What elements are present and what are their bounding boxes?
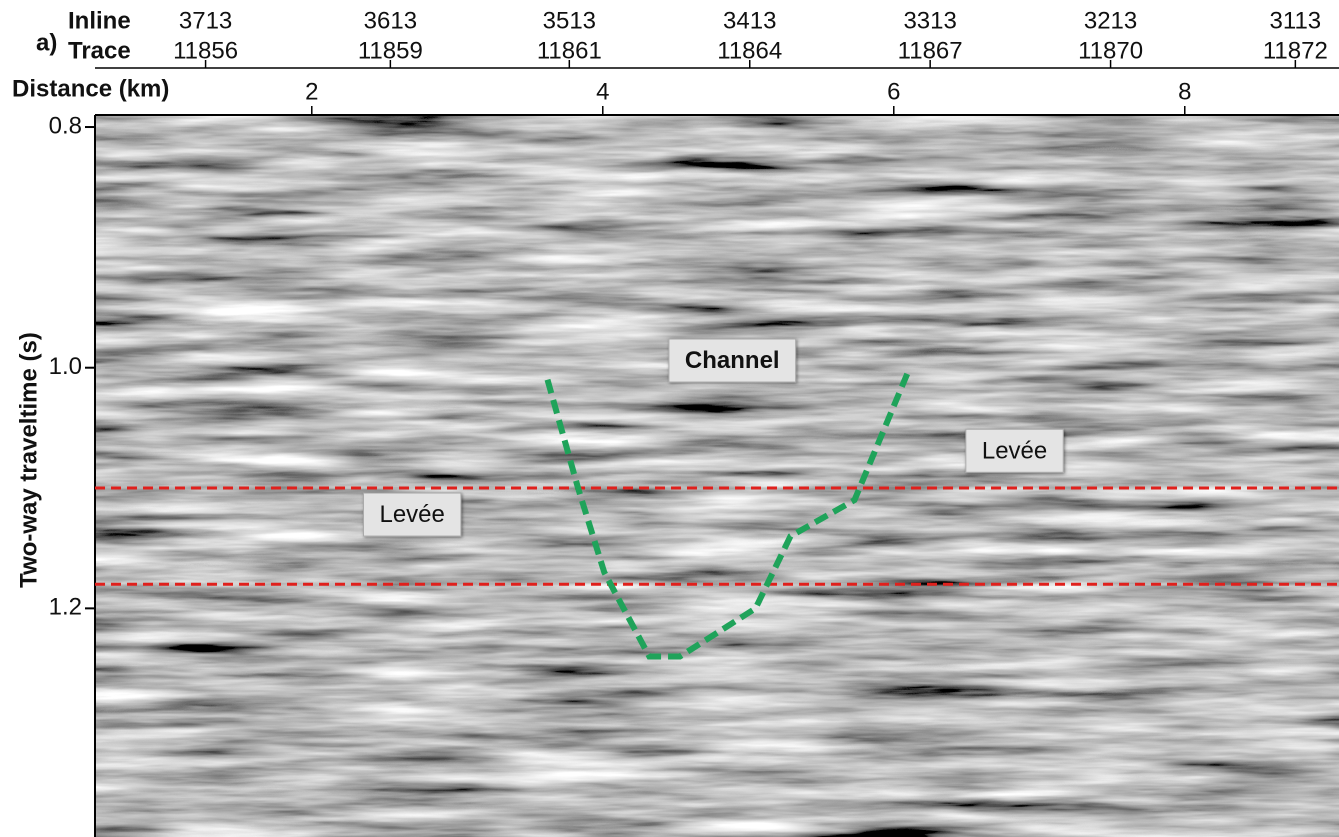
annotation-label: Levée bbox=[379, 501, 444, 528]
inline-label: 3313 bbox=[903, 7, 956, 34]
annotation-label: Levée bbox=[982, 437, 1047, 464]
y-tick-label: 1.0 bbox=[49, 353, 82, 380]
y-tick-label: 0.8 bbox=[49, 112, 82, 139]
trace-label: 11872 bbox=[1263, 37, 1328, 64]
trace-label: 11870 bbox=[1078, 37, 1143, 64]
x-axis-title: Distance (km) bbox=[12, 75, 169, 102]
x-tick-label: 6 bbox=[887, 78, 900, 105]
inline-label: 3413 bbox=[723, 7, 776, 34]
panel-label: a) bbox=[36, 29, 57, 56]
inline-label: 3513 bbox=[543, 7, 596, 34]
seismic-image bbox=[95, 115, 1339, 837]
x-tick-label: 2 bbox=[305, 78, 318, 105]
inline-label: 3213 bbox=[1084, 7, 1137, 34]
trace-title: Trace bbox=[68, 37, 131, 64]
chart: a) Inline Trace Distance (km) Two-way tr… bbox=[0, 0, 1339, 837]
trace-label: 11856 bbox=[173, 37, 238, 64]
y-axis-title: Two-way traveltime (s) bbox=[15, 332, 42, 588]
x-tick-label: 8 bbox=[1178, 78, 1191, 105]
x-tick-label: 4 bbox=[596, 78, 609, 105]
inline-label: 3613 bbox=[364, 7, 417, 34]
trace-label: 11867 bbox=[898, 37, 963, 64]
annotation-label: Channel bbox=[685, 347, 780, 374]
trace-label: 11861 bbox=[537, 37, 602, 64]
trace-label: 11859 bbox=[358, 37, 423, 64]
trace-label: 11864 bbox=[717, 37, 782, 64]
inline-title: Inline bbox=[68, 7, 131, 34]
inline-label: 3113 bbox=[1270, 7, 1322, 34]
inline-label: 3713 bbox=[179, 7, 232, 34]
y-tick-label: 1.2 bbox=[49, 594, 82, 621]
